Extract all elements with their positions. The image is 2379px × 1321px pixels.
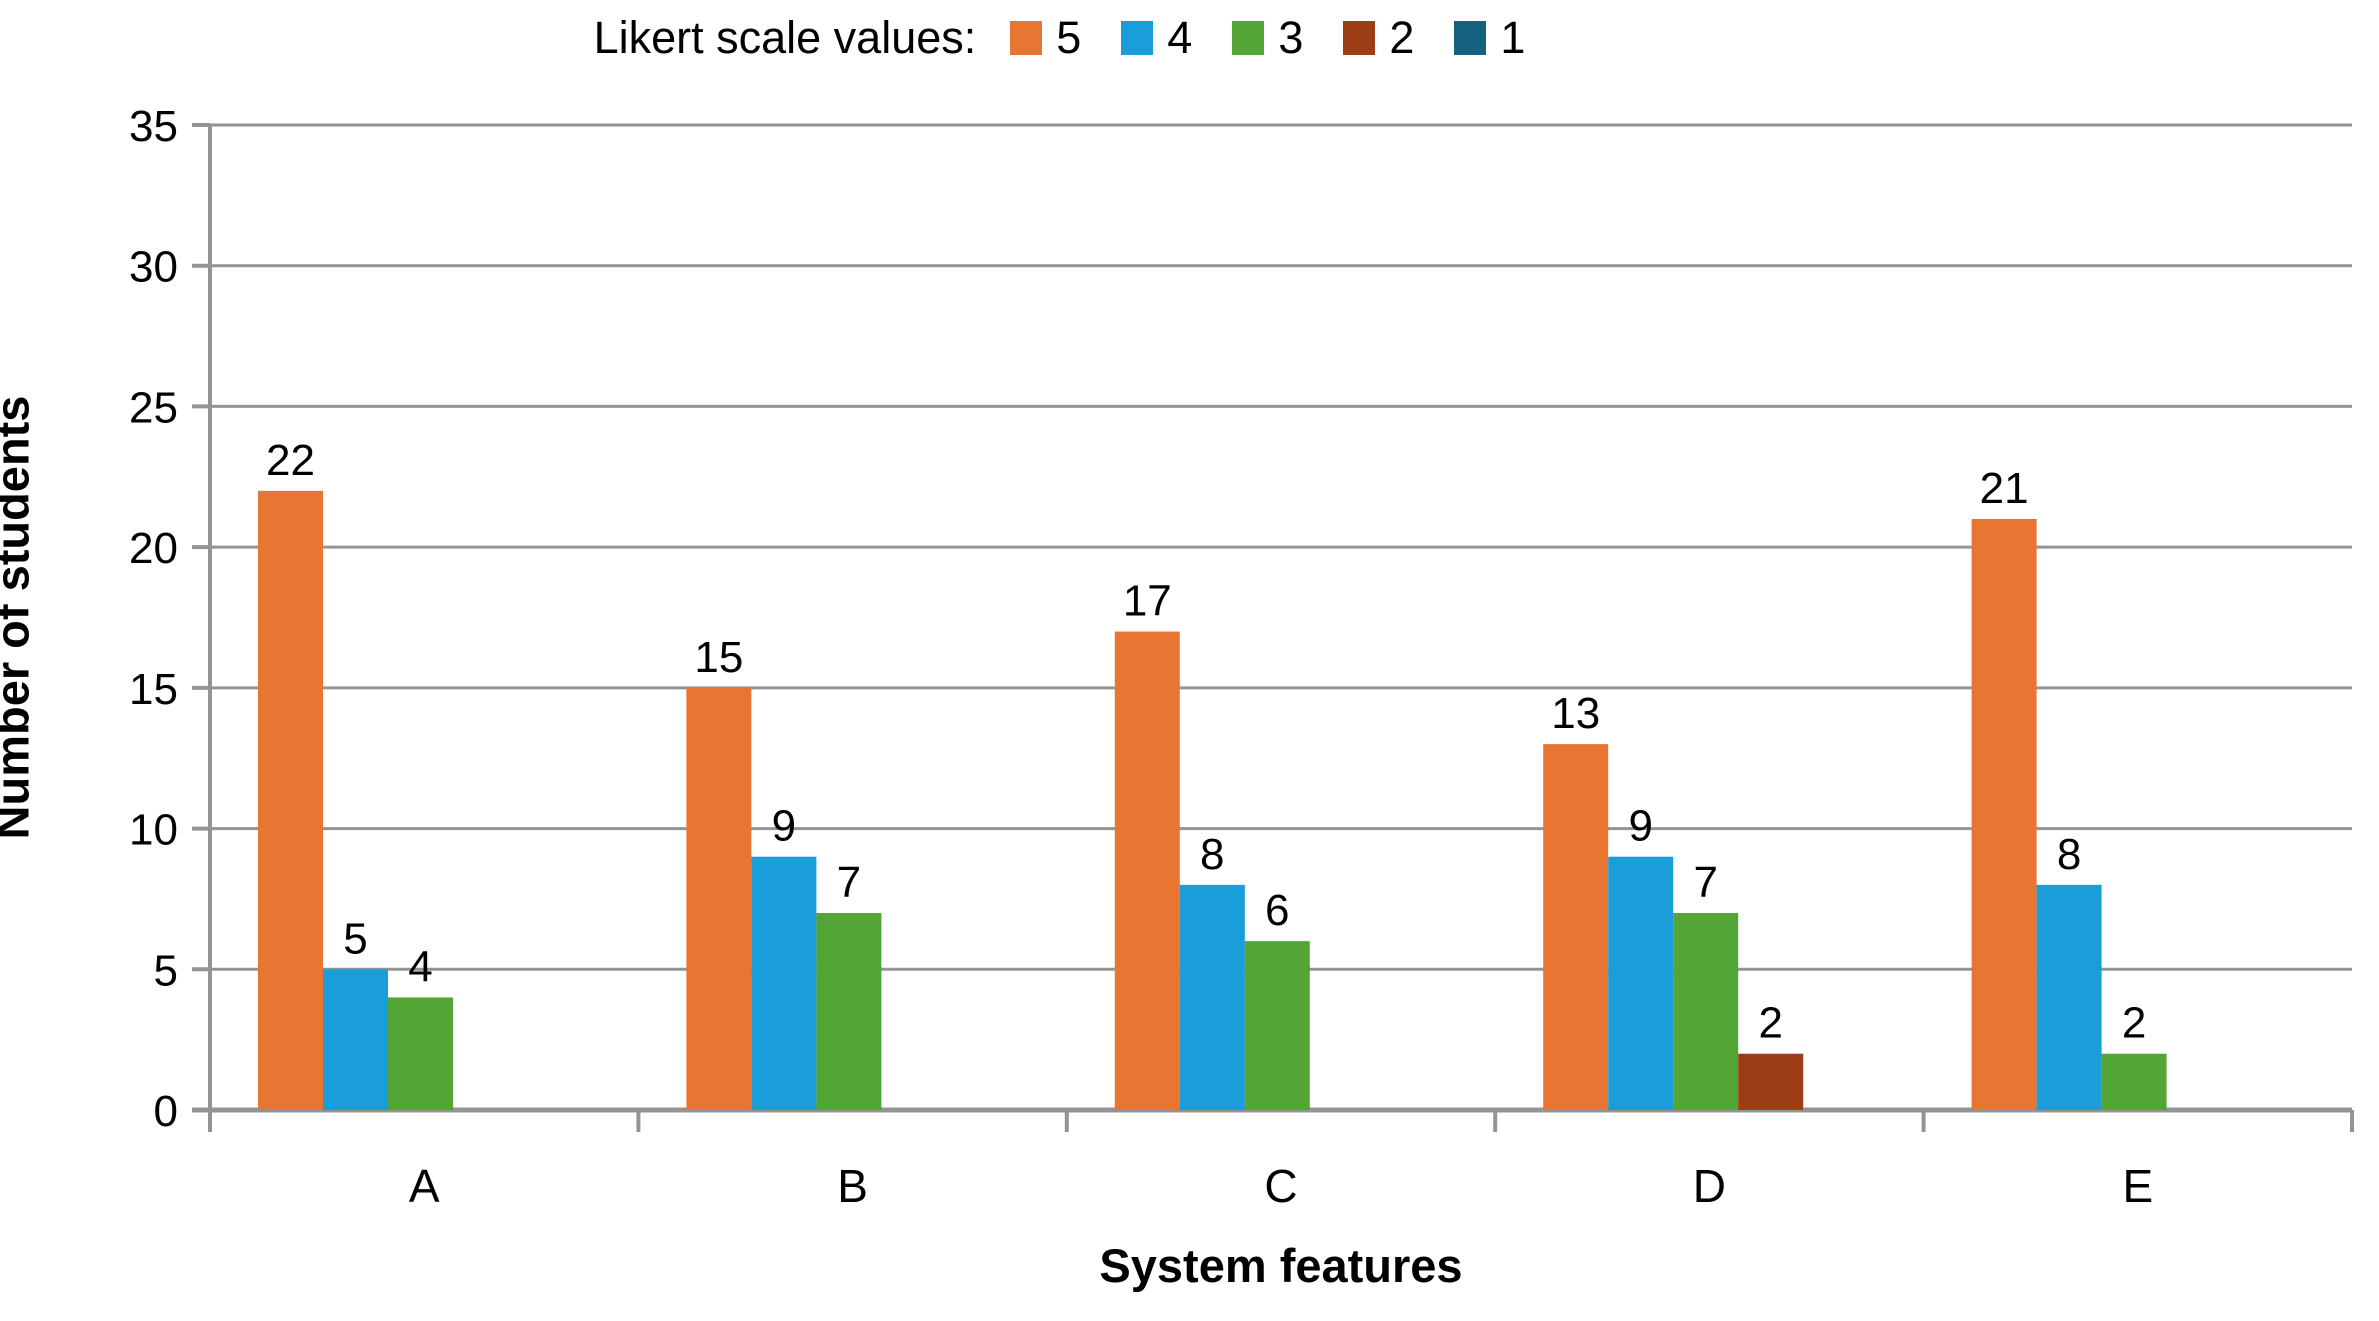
bar-value-label: 9 xyxy=(772,802,796,851)
bar-value-label: 17 xyxy=(1123,577,1172,626)
y-tick-label: 35 xyxy=(129,102,178,151)
legend-item-label: 2 xyxy=(1389,12,1415,63)
y-tick-label: 25 xyxy=(129,383,178,432)
y-tick-label: 10 xyxy=(129,806,178,855)
legend-item-5: 5 xyxy=(1010,12,1081,64)
bar-value-label: 9 xyxy=(1628,802,1652,851)
legend-item-1: 1 xyxy=(1454,12,1525,64)
chart-legend: Likert scale values: 5 4 3 2 1 xyxy=(0,6,2249,70)
bar-D-3 xyxy=(1673,913,1739,1110)
legend-item-2: 2 xyxy=(1343,12,1414,64)
x-axis-title: System features xyxy=(1099,1239,1463,1292)
x-category-label: E xyxy=(2122,1160,2153,1212)
bar-value-label: 2 xyxy=(2122,999,2146,1048)
bar-value-label: 4 xyxy=(408,942,432,991)
legend-item-label: 5 xyxy=(1056,12,1082,63)
legend-swatch-icon xyxy=(1232,21,1265,55)
legend-item-label: 1 xyxy=(1500,12,1526,63)
bar-E-4 xyxy=(2036,884,2102,1110)
bar-B-3 xyxy=(816,913,882,1110)
bar-E-3 xyxy=(2101,1053,2167,1110)
y-tick-label: 15 xyxy=(129,665,178,714)
x-category-label: C xyxy=(1264,1160,1297,1212)
y-tick-label: 30 xyxy=(129,243,178,292)
bar-E-5 xyxy=(1971,519,2037,1110)
bar-A-4 xyxy=(323,969,388,1110)
x-category-label: D xyxy=(1693,1160,1726,1212)
legend-swatch-icon xyxy=(1454,21,1487,55)
bar-value-label: 15 xyxy=(694,633,743,682)
bar-D-5 xyxy=(1543,744,1609,1110)
legend-swatch-icon xyxy=(1121,21,1154,55)
legend-item-label: 3 xyxy=(1278,12,1304,63)
bar-value-label: 5 xyxy=(343,914,367,963)
bar-value-label: 22 xyxy=(266,436,315,485)
y-tick-label: 0 xyxy=(154,1087,178,1136)
bar-D-2 xyxy=(1738,1053,1804,1110)
bar-C-4 xyxy=(1179,884,1245,1110)
legend-item-4: 4 xyxy=(1121,12,1192,64)
x-category-label: B xyxy=(837,1160,868,1212)
bar-A-3 xyxy=(388,997,453,1110)
bar-value-label: 2 xyxy=(1758,999,1782,1048)
bar-value-label: 7 xyxy=(1693,858,1717,907)
bar-value-label: 13 xyxy=(1551,689,1600,738)
bar-value-label: 6 xyxy=(1265,886,1289,935)
bar-value-label: 21 xyxy=(1980,464,2029,513)
bar-B-5 xyxy=(686,687,752,1110)
bar-C-3 xyxy=(1244,941,1310,1110)
x-category-label: A xyxy=(409,1160,440,1212)
bar-value-label: 8 xyxy=(1200,830,1224,879)
y-tick-label: 5 xyxy=(154,946,178,995)
legend-swatch-icon xyxy=(1010,21,1043,55)
bar-value-label: 8 xyxy=(2057,830,2081,879)
bar-A-5 xyxy=(258,490,323,1110)
legend-item-3: 3 xyxy=(1232,12,1303,64)
legend-item-label: 4 xyxy=(1167,12,1193,63)
legend-title: Likert scale values: xyxy=(593,12,977,63)
y-tick-label: 20 xyxy=(129,524,178,573)
legend-swatch-icon xyxy=(1343,21,1376,55)
bar-value-label: 7 xyxy=(837,858,861,907)
bar-C-5 xyxy=(1114,631,1180,1110)
bar-D-4 xyxy=(1608,856,1674,1110)
bar-B-4 xyxy=(751,856,817,1110)
